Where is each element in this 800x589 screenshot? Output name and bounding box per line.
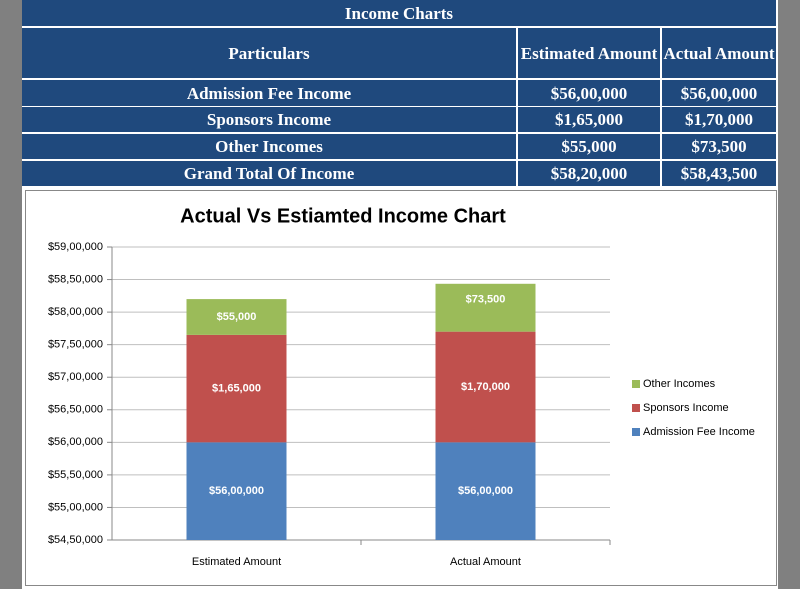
bar-segment — [435, 283, 536, 332]
table-title: Income Charts — [22, 0, 776, 26]
y-tick-label: $55,50,000 — [48, 469, 103, 481]
header-cell: Particulars — [22, 28, 516, 78]
y-tick-label: $56,50,000 — [48, 404, 103, 416]
data-label: $56,00,000 — [458, 485, 513, 497]
legend-label: Admission Fee Income — [643, 426, 755, 438]
legend-swatch — [632, 380, 640, 388]
table-cell: Admission Fee Income — [22, 80, 516, 106]
table-cell: $55,000 — [518, 134, 660, 159]
table-cell: $56,00,000 — [518, 80, 660, 106]
header-cell: Actual Amount — [662, 28, 776, 78]
bar-segment — [186, 442, 287, 540]
table-cell: Grand Total Of Income — [22, 161, 516, 186]
y-tick-label: $54,50,000 — [48, 534, 103, 546]
bar-segment — [186, 334, 287, 443]
legend-label: Other Incomes — [643, 378, 716, 390]
chart-frame — [25, 190, 777, 586]
y-tick-label: $58,50,000 — [48, 273, 103, 285]
header-cell: Estimated Amount — [518, 28, 660, 78]
chart: Actual Vs Estiamted Income Chart $54,50,… — [25, 190, 777, 586]
legend-label: Sponsors Income — [643, 402, 729, 414]
legend-swatch — [632, 428, 640, 436]
x-tick-label: Actual Amount — [450, 556, 521, 568]
table-cell: $58,43,500 — [662, 161, 776, 186]
table-cell: $1,65,000 — [518, 107, 660, 132]
chart-title: Actual Vs Estiamted Income Chart — [180, 205, 506, 227]
bar-segment — [435, 442, 536, 540]
table-cell: Sponsors Income — [22, 107, 516, 132]
table-cell: $58,20,000 — [518, 161, 660, 186]
data-label: $1,65,000 — [212, 383, 261, 395]
data-label: $56,00,000 — [209, 485, 264, 497]
data-label: $1,70,000 — [461, 381, 510, 393]
x-tick-label: Estimated Amount — [192, 556, 281, 568]
bar-segment — [435, 331, 536, 443]
table-cell: $56,00,000 — [662, 80, 776, 106]
bar-segment — [186, 299, 287, 335]
data-label: $55,000 — [217, 311, 257, 323]
legend-swatch — [632, 404, 640, 412]
y-tick-label: $58,00,000 — [48, 306, 103, 318]
table-cell: $73,500 — [662, 134, 776, 159]
y-tick-label: $57,00,000 — [48, 371, 103, 383]
y-tick-label: $59,00,000 — [48, 241, 103, 253]
data-label: $73,500 — [466, 294, 506, 306]
y-tick-label: $56,00,000 — [48, 436, 103, 448]
y-tick-label: $57,50,000 — [48, 339, 103, 351]
y-tick-label: $55,00,000 — [48, 501, 103, 513]
table-cell: Other Incomes — [22, 134, 516, 159]
table-cell: $1,70,000 — [662, 107, 776, 132]
